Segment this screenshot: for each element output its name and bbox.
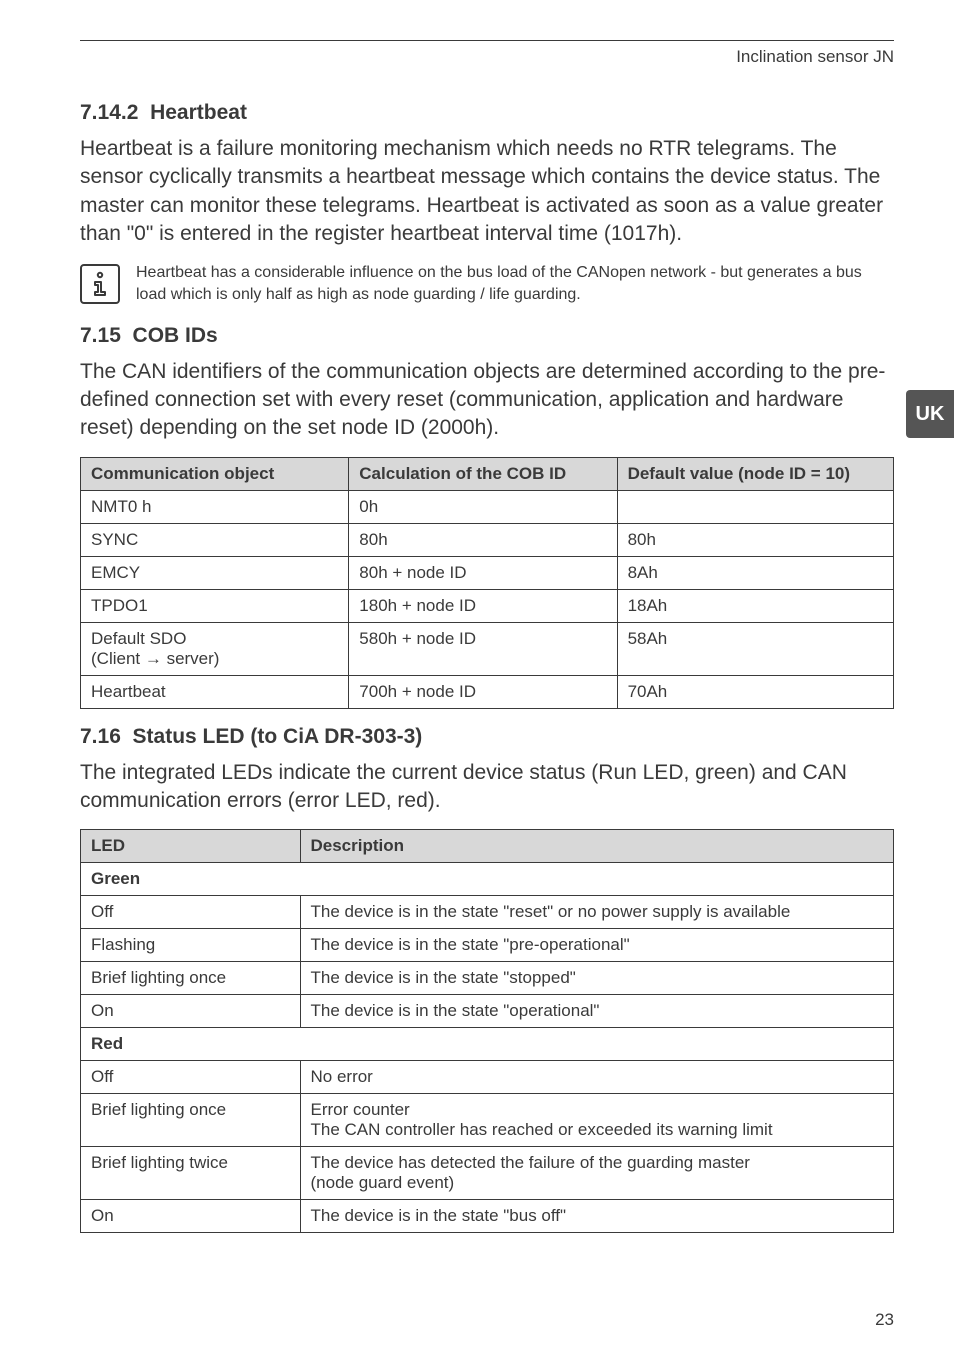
table-cell: 18Ah [617, 589, 893, 622]
heading-heartbeat: 7.14.2 Heartbeat [80, 101, 894, 125]
table-cell: 58Ah [617, 622, 893, 675]
cob-table: Communication object Calculation of the … [80, 457, 894, 709]
table-row: OnThe device is in the state "bus off" [81, 1200, 894, 1233]
table-cell: Error counter The CAN controller has rea… [300, 1094, 894, 1147]
cob-body: The CAN identifiers of the communication… [80, 358, 894, 443]
table-cell: Brief lighting twice [81, 1147, 301, 1200]
section-label: Red [81, 1028, 894, 1061]
table-cell: On [81, 1200, 301, 1233]
table-cell: The device has detected the failure of t… [300, 1147, 894, 1200]
table-cell: 80h + node ID [349, 556, 617, 589]
led-table: LED Description Green OffThe device is i… [80, 829, 894, 1233]
table-cell: Brief lighting once [81, 962, 301, 995]
table-row: Brief lighting onceError counter The CAN… [81, 1094, 894, 1147]
info-icon [80, 264, 120, 304]
note-box: Heartbeat has a considerable influence o… [80, 262, 894, 305]
table-cell: TPDO1 [81, 589, 349, 622]
table-cell: Heartbeat [81, 675, 349, 708]
table-cell: EMCY [81, 556, 349, 589]
table-cell: 180h + node ID [349, 589, 617, 622]
table-row: FlashingThe device is in the state "pre-… [81, 929, 894, 962]
col-header: Default value (node ID = 10) [617, 457, 893, 490]
table-cell [617, 490, 893, 523]
col-header: Calculation of the COB ID [349, 457, 617, 490]
table-row: OffNo error [81, 1061, 894, 1094]
table-cell: 80h [617, 523, 893, 556]
table-cell: 0h [349, 490, 617, 523]
table-cell: Default SDO (Client → server) [81, 622, 349, 675]
led-body: The integrated LEDs indicate the current… [80, 759, 894, 816]
col-header: LED [81, 830, 301, 863]
table-cell: The device is in the state "pre-operatio… [300, 929, 894, 962]
table-row: Heartbeat700h + node ID70Ah [81, 675, 894, 708]
header-rule [80, 40, 894, 41]
table-cell: 8Ah [617, 556, 893, 589]
table-cell: NMT0 h [81, 490, 349, 523]
table-cell: 700h + node ID [349, 675, 617, 708]
table-cell: No error [300, 1061, 894, 1094]
table-row: EMCY80h + node ID8Ah [81, 556, 894, 589]
table-cell: 580h + node ID [349, 622, 617, 675]
table-header-row: Communication object Calculation of the … [81, 457, 894, 490]
table-cell: Flashing [81, 929, 301, 962]
table-cell: On [81, 995, 301, 1028]
table-row: SYNC80h80h [81, 523, 894, 556]
table-row: OnThe device is in the state "operationa… [81, 995, 894, 1028]
table-section-row: Red [81, 1028, 894, 1061]
table-row: OffThe device is in the state "reset" or… [81, 896, 894, 929]
table-cell: SYNC [81, 523, 349, 556]
table-section-row: Green [81, 863, 894, 896]
table-cell: The device is in the state "stopped" [300, 962, 894, 995]
table-cell: The device is in the state "bus off" [300, 1200, 894, 1233]
table-header-row: LED Description [81, 830, 894, 863]
table-cell: 70Ah [617, 675, 893, 708]
table-cell: Off [81, 896, 301, 929]
table-cell: Off [81, 1061, 301, 1094]
table-cell: The device is in the state "operational" [300, 995, 894, 1028]
col-header: Communication object [81, 457, 349, 490]
side-tab: UK [906, 390, 954, 438]
running-title: Inclination sensor JN [80, 47, 894, 67]
heartbeat-body: Heartbeat is a failure monitoring mechan… [80, 135, 894, 248]
table-row: Brief lighting twiceThe device has detec… [81, 1147, 894, 1200]
section-title: Status LED (to CiA DR-303-3) [133, 725, 423, 748]
col-header: Description [300, 830, 894, 863]
section-number: 7.16 [80, 725, 121, 748]
section-title: Heartbeat [150, 101, 247, 124]
table-row: Brief lighting onceThe device is in the … [81, 962, 894, 995]
table-cell: Brief lighting once [81, 1094, 301, 1147]
table-row: Default SDO (Client → server)580h + node… [81, 622, 894, 675]
table-row: TPDO1180h + node ID18Ah [81, 589, 894, 622]
page-content: Inclination sensor JN 7.14.2 Heartbeat H… [0, 0, 954, 1233]
section-title: COB IDs [133, 324, 218, 347]
table-row: NMT0 h0h [81, 490, 894, 523]
table-cell: 80h [349, 523, 617, 556]
section-label: Green [81, 863, 894, 896]
heading-led: 7.16 Status LED (to CiA DR-303-3) [80, 725, 894, 749]
table-cell: The device is in the state "reset" or no… [300, 896, 894, 929]
note-text: Heartbeat has a considerable influence o… [136, 262, 894, 305]
section-number: 7.15 [80, 324, 121, 347]
heading-cob: 7.15 COB IDs [80, 324, 894, 348]
page-number: 23 [875, 1310, 894, 1330]
section-number: 7.14.2 [80, 101, 138, 124]
